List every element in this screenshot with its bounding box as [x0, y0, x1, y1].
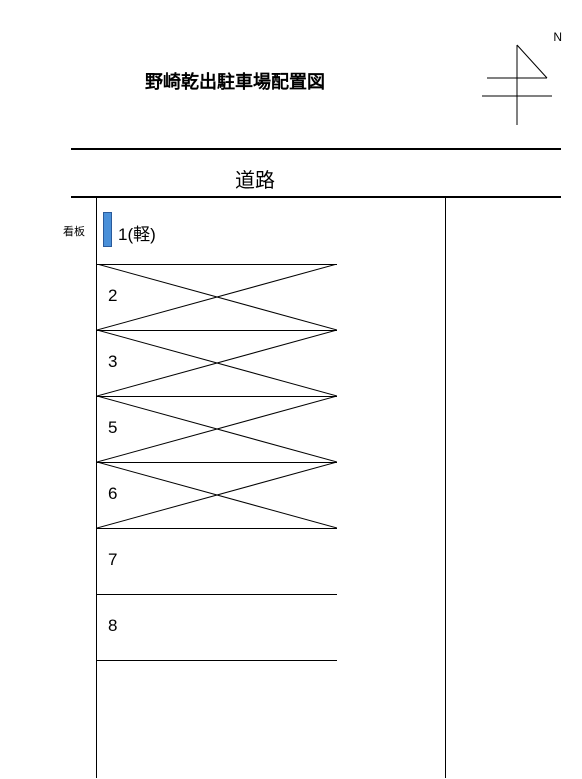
slot-cross-icon — [97, 462, 337, 528]
sign-icon — [103, 212, 112, 247]
compass-n-label: N — [553, 30, 562, 44]
page-title: 野崎乾出駐車場配置図 — [145, 68, 325, 94]
slot-divider — [97, 660, 337, 661]
road-label: 道路 — [235, 164, 275, 193]
slot-divider — [97, 528, 337, 529]
slot-label-8: 8 — [108, 616, 117, 636]
slot-label-1: 1(軽) — [118, 220, 156, 245]
slot-divider — [97, 594, 337, 595]
slot-cross-icon — [97, 396, 337, 462]
compass: N — [477, 30, 562, 130]
sign-label: 看板 — [63, 223, 85, 239]
compass-icon — [477, 30, 562, 130]
slot-cross-icon — [97, 264, 337, 330]
slot-label-7: 7 — [108, 550, 117, 570]
slot-cross-icon — [97, 330, 337, 396]
road-top-border — [71, 148, 561, 150]
